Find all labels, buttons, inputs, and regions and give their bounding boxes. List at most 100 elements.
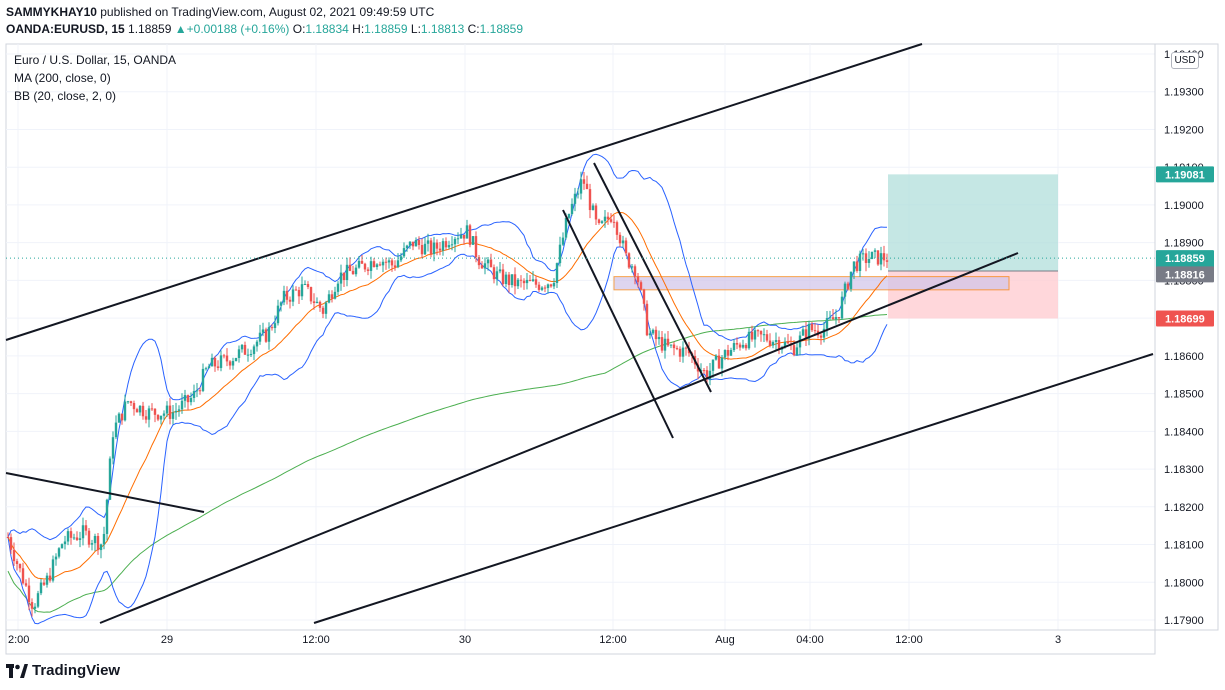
- candle-body: [435, 242, 439, 249]
- candle-body: [747, 331, 751, 349]
- candle-body: [858, 253, 862, 271]
- candle-body: [477, 257, 481, 266]
- candle-body: [807, 323, 811, 339]
- candle-body: [762, 334, 766, 336]
- candle-body: [609, 219, 613, 222]
- candle-body: [468, 225, 472, 245]
- candle-body: [69, 531, 73, 538]
- currency-button[interactable]: USD: [1171, 52, 1199, 69]
- candle-body: [429, 240, 433, 255]
- x-tick-label: 04:00: [796, 634, 824, 646]
- candle-body: [456, 238, 460, 240]
- candle-body: [255, 341, 259, 347]
- candle-body: [21, 568, 25, 584]
- candle-body: [276, 305, 280, 324]
- candle-body: [9, 537, 13, 550]
- candle-body: [183, 395, 187, 401]
- candle-body: [615, 222, 619, 235]
- candle-body: [585, 183, 589, 190]
- candle-body: [39, 582, 43, 594]
- candle-body: [45, 575, 49, 585]
- candle-body: [216, 366, 220, 368]
- candle-body: [846, 283, 850, 289]
- legend-bb[interactable]: BB (20, close, 2, 0): [14, 89, 117, 103]
- candle-body: [117, 413, 121, 423]
- open-label: O:: [292, 22, 306, 36]
- descending-line-left: [5, 472, 205, 513]
- candle-body: [504, 274, 508, 285]
- y-tick-label: 1.19000: [1164, 200, 1204, 212]
- candle-body: [561, 237, 565, 245]
- candle-body: [228, 361, 232, 366]
- candle-body: [534, 279, 538, 285]
- candle-body: [759, 330, 763, 335]
- candle-body: [81, 525, 85, 539]
- candle-body: [354, 267, 358, 275]
- candle-body: [432, 242, 436, 255]
- candle-body: [285, 290, 289, 300]
- candle-body: [669, 344, 673, 346]
- candle-body: [552, 283, 556, 287]
- candle-body: [882, 253, 886, 261]
- candle-body: [267, 327, 271, 342]
- candle-body: [330, 294, 334, 299]
- candle-body: [465, 225, 469, 239]
- candle-body: [837, 317, 841, 319]
- candle-body: [528, 279, 532, 282]
- candle-body: [624, 240, 628, 254]
- brand-name: TradingView: [32, 662, 121, 679]
- target-zone: [888, 174, 1058, 271]
- candle-body: [786, 341, 790, 344]
- x-tick-label: 12:00: [599, 634, 627, 646]
- candle-body: [636, 276, 640, 283]
- candle-body: [867, 258, 871, 263]
- candle-body: [879, 253, 883, 265]
- y-tick-label: 1.18000: [1164, 577, 1204, 589]
- candle-body: [201, 368, 205, 391]
- candle-body: [573, 193, 577, 204]
- candle-body: [189, 397, 193, 403]
- candle-body: [543, 287, 547, 289]
- candle-body: [708, 370, 712, 380]
- close-label: C:: [467, 22, 480, 36]
- last-price: 1.18859: [128, 22, 172, 36]
- candle-body: [6, 536, 10, 538]
- candle-body: [471, 236, 475, 245]
- candle-body: [237, 349, 241, 358]
- candle-body: [651, 329, 655, 334]
- candle-body: [849, 271, 853, 289]
- candle-body: [576, 193, 580, 195]
- candle-body: [555, 263, 559, 284]
- candle-body: [459, 234, 463, 239]
- candle-body: [594, 205, 598, 220]
- candle-body: [438, 248, 442, 251]
- candle-body: [627, 253, 631, 268]
- candle-body: [327, 294, 331, 303]
- candle-body: [63, 541, 67, 545]
- legend-ma[interactable]: MA (200, close, 0): [14, 71, 111, 85]
- candle-body: [147, 408, 151, 420]
- candle-body: [114, 422, 118, 438]
- candle-body: [138, 405, 142, 413]
- candle-body: [102, 533, 106, 545]
- candle-body: [507, 274, 511, 286]
- candle-body: [204, 368, 208, 370]
- legend-title[interactable]: Euro / U.S. Dollar, 15, OANDA: [14, 53, 177, 67]
- candle-body: [129, 401, 133, 404]
- candle-body: [141, 405, 145, 417]
- plot-area: [5, 43, 1156, 631]
- x-tick-label: 2:00: [8, 634, 29, 646]
- ohlc-header: OANDA:EURUSD, 15 1.18859 ▲+0.00188 (+0.1…: [6, 22, 523, 36]
- candle-body: [288, 299, 292, 302]
- candle-body: [756, 330, 760, 332]
- candle-body: [390, 260, 394, 266]
- candle-body: [108, 458, 112, 500]
- candle-body: [324, 302, 328, 314]
- candle-body: [618, 234, 622, 244]
- publish-info: SAMMYKHAY10 published on TradingView.com…: [6, 5, 434, 19]
- candle-body: [234, 357, 238, 362]
- candle-body: [606, 216, 610, 220]
- candle-body: [369, 261, 373, 271]
- candle-body: [558, 244, 562, 264]
